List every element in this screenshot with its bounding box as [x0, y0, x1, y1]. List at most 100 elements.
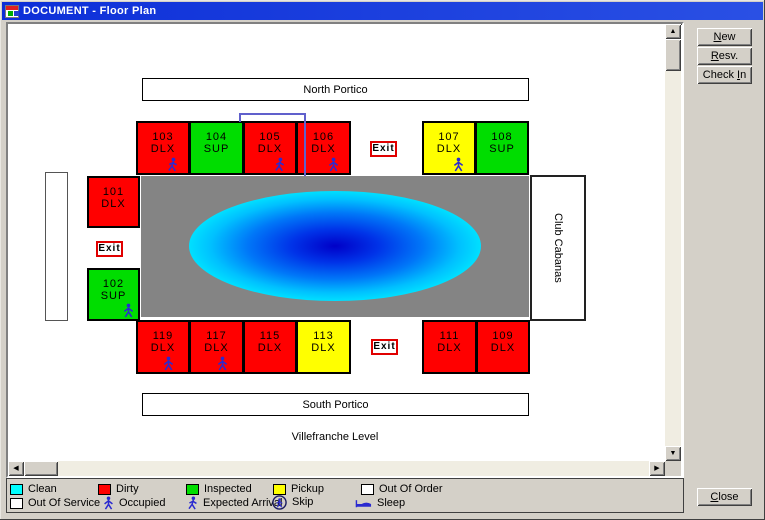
room-103[interactable]: 103 DLX [136, 121, 190, 175]
vertical-scroll-thumb[interactable] [665, 39, 681, 71]
pool-deck [141, 176, 529, 317]
north-portico-label: North Portico [303, 83, 368, 96]
room-type: DLX [436, 143, 462, 155]
room-type: DLX [101, 198, 126, 210]
room-type: DLX [204, 342, 229, 354]
app-icon [5, 4, 19, 18]
room-number: 105 [259, 131, 281, 143]
scrollbar-corner [665, 461, 681, 476]
room-number: 108 [491, 131, 513, 143]
room-104[interactable]: 104 SUP [189, 121, 244, 175]
selection-outline-top [239, 113, 306, 115]
north-portico: North Portico [142, 78, 529, 101]
legend-label: Out Of Service [28, 497, 101, 509]
selection-outline-left [239, 113, 241, 122]
south-portico-label: South Portico [302, 398, 369, 411]
room-number: 113 [313, 330, 334, 342]
selection-outline-right [304, 113, 306, 176]
out-of-order-swatch [361, 483, 374, 495]
room-number: 109 [492, 330, 514, 342]
room-type: DLX [257, 143, 283, 155]
room-type: DLX [437, 342, 462, 354]
title-bar: DOCUMENT - Floor Plan [2, 2, 763, 20]
room-107[interactable]: 107 DLX [422, 121, 476, 175]
room-number: 104 [205, 131, 228, 143]
room-number: 111 [439, 330, 460, 342]
floor-plan-canvas: North Portico 103 DLX 104 SUP 105 DLX 10… [8, 24, 665, 461]
pool [189, 191, 481, 301]
legend-label: Expected Arrival [203, 497, 283, 509]
room-type: DLX [490, 342, 516, 354]
pickup-swatch [273, 483, 286, 495]
vertical-scrollbar[interactable]: ▲ ▼ [665, 24, 681, 461]
club-cabanas: Club Cabanas [530, 175, 586, 321]
legend-item-sleep: Sleep [355, 496, 405, 510]
scroll-right-button[interactable]: ▶ [649, 461, 665, 476]
check-in-button[interactable]: Check In [697, 66, 752, 84]
legend-panel: Clean Dirty Inspected Pickup Out Of Orde… [6, 478, 684, 513]
room-109[interactable]: 109 DLX [476, 320, 530, 374]
window-title: DOCUMENT - Floor Plan [23, 5, 157, 17]
legend-item-out-of-service: Out Of Service [10, 496, 100, 510]
legend-label: Occupied [119, 497, 166, 509]
legend-item-clean: Clean [10, 482, 57, 496]
occupied-icon [123, 303, 134, 318]
room-108[interactable]: 108 SUP [475, 121, 529, 175]
expected-arrival-icon [168, 157, 178, 172]
room-117[interactable]: 117 DLX [189, 320, 244, 374]
exit-sign-north: Exit [370, 141, 397, 157]
occupied-icon [217, 356, 228, 371]
west-wall [45, 172, 68, 321]
horizontal-scrollbar[interactable]: ◀ ▶ [8, 461, 665, 476]
south-portico: South Portico [142, 393, 529, 416]
legend-item-occupied: Occupied [103, 496, 165, 510]
room-number: 119 [152, 330, 174, 342]
room-type: DLX [150, 342, 176, 354]
room-119[interactable]: 119 DLX [136, 320, 190, 374]
inspected-swatch [186, 483, 199, 495]
legend-item-pickup: Pickup [273, 482, 324, 496]
occupied-icon [104, 496, 113, 510]
room-111[interactable]: 111 DLX [422, 320, 477, 374]
legend-label: Inspected [204, 483, 252, 495]
dirty-swatch [98, 483, 111, 495]
room-number: 106 [312, 131, 335, 143]
legend-item-inspected: Inspected [186, 482, 252, 496]
club-cabanas-label: Club Cabanas [552, 213, 564, 283]
room-type: SUP [100, 290, 127, 302]
room-115[interactable]: 115 DLX [243, 320, 297, 374]
room-type: DLX [311, 342, 336, 354]
resv-button[interactable]: Resv. [697, 47, 752, 65]
room-type: DLX [311, 143, 336, 155]
close-button[interactable]: Close [697, 488, 752, 506]
room-number: 101 [102, 186, 125, 198]
legend-label: Out Of Order [379, 483, 443, 495]
sleep-icon [355, 500, 372, 508]
occupied-icon [453, 157, 464, 172]
skip-icon [272, 494, 287, 510]
horizontal-scroll-thumb[interactable] [24, 461, 58, 476]
room-number: 102 [102, 278, 125, 290]
exit-sign-west: Exit [96, 241, 123, 257]
occupied-icon [163, 356, 174, 371]
clean-swatch [10, 483, 23, 495]
room-105[interactable]: 105 DLX [243, 121, 297, 175]
scroll-down-button[interactable]: ▼ [665, 446, 681, 461]
scroll-up-button[interactable]: ▲ [665, 24, 681, 39]
room-101[interactable]: 101 DLX [87, 176, 140, 228]
room-type: SUP [489, 143, 515, 155]
expected-arrival-icon [188, 496, 197, 510]
expected-arrival-icon [275, 157, 285, 172]
exit-sign-south: Exit [371, 339, 398, 355]
scroll-left-button[interactable]: ◀ [8, 461, 24, 476]
room-number: 117 [206, 330, 227, 342]
room-102[interactable]: 102 SUP [87, 268, 140, 321]
level-label: Villefranche Level [291, 431, 379, 443]
legend-label: Pickup [291, 483, 325, 495]
room-113[interactable]: 113 DLX [296, 320, 351, 374]
room-type: DLX [257, 342, 283, 354]
occupied-icon [328, 157, 339, 172]
new-button[interactable]: New [697, 28, 752, 46]
legend-item-skip: Skip [272, 494, 313, 510]
